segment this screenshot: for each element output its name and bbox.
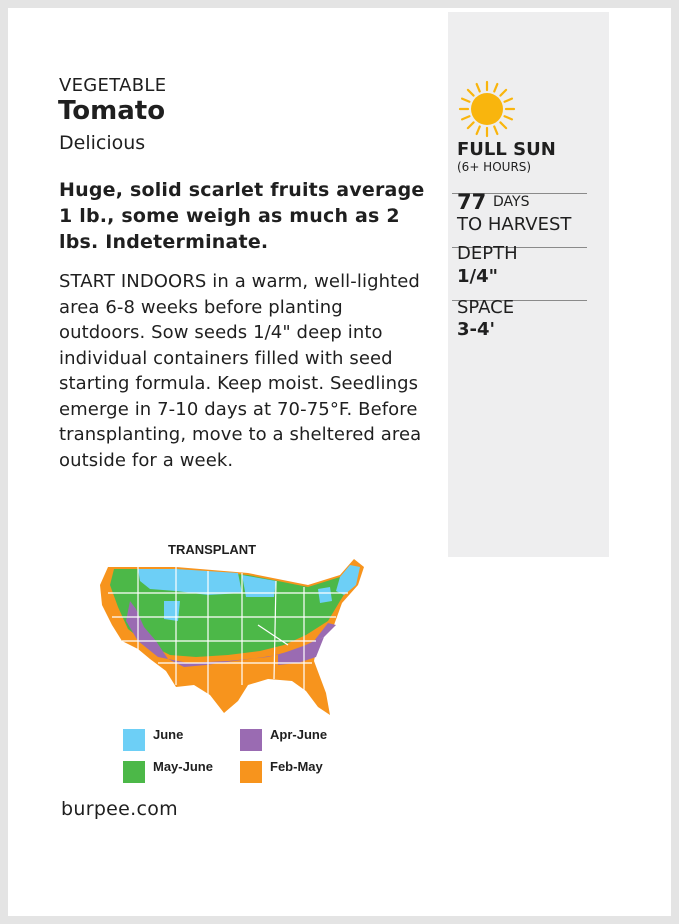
- legend-swatch-may-june: [123, 761, 145, 783]
- spacing-label: SPACE: [457, 297, 515, 318]
- category-label: VEGETABLE: [59, 75, 167, 96]
- spacing-value: 3-4': [457, 319, 496, 340]
- transplant-zone-map: [100, 559, 364, 715]
- variety-name: Delicious: [59, 132, 146, 154]
- divider: [452, 247, 587, 248]
- map-title: TRANSPLANT: [168, 542, 257, 557]
- website-link[interactable]: burpee.com: [61, 798, 178, 820]
- divider: [452, 193, 587, 194]
- sun-requirement: FULL SUN: [457, 139, 556, 160]
- days-to-harvest-label: TO HARVEST: [457, 214, 572, 235]
- days-to-harvest-value: 77: [457, 190, 487, 214]
- legend-swatch-feb-may: [240, 761, 262, 783]
- divider: [452, 300, 587, 301]
- legend-swatch-june: [123, 729, 145, 751]
- depth-value: 1/4": [457, 266, 499, 287]
- legend-label-june: June: [153, 727, 184, 742]
- plant-description: Huge, solid scarlet fruits average 1 lb.…: [59, 179, 425, 253]
- legend-swatch-apr-june: [240, 729, 262, 751]
- legend-label-feb-may: Feb-May: [270, 759, 323, 774]
- sun-icon: [458, 80, 516, 138]
- days-unit: DAYS: [493, 194, 530, 210]
- plant-name: Tomato: [58, 96, 166, 126]
- legend-label-apr-june: Apr-June: [270, 727, 328, 742]
- sun-hours: (6+ HOURS): [457, 160, 532, 174]
- depth-label: DEPTH: [457, 243, 518, 264]
- sowing-instructions: START INDOORS in a warm, well-lighted ar…: [59, 271, 422, 471]
- legend-label-may-june: May-June: [153, 759, 213, 774]
